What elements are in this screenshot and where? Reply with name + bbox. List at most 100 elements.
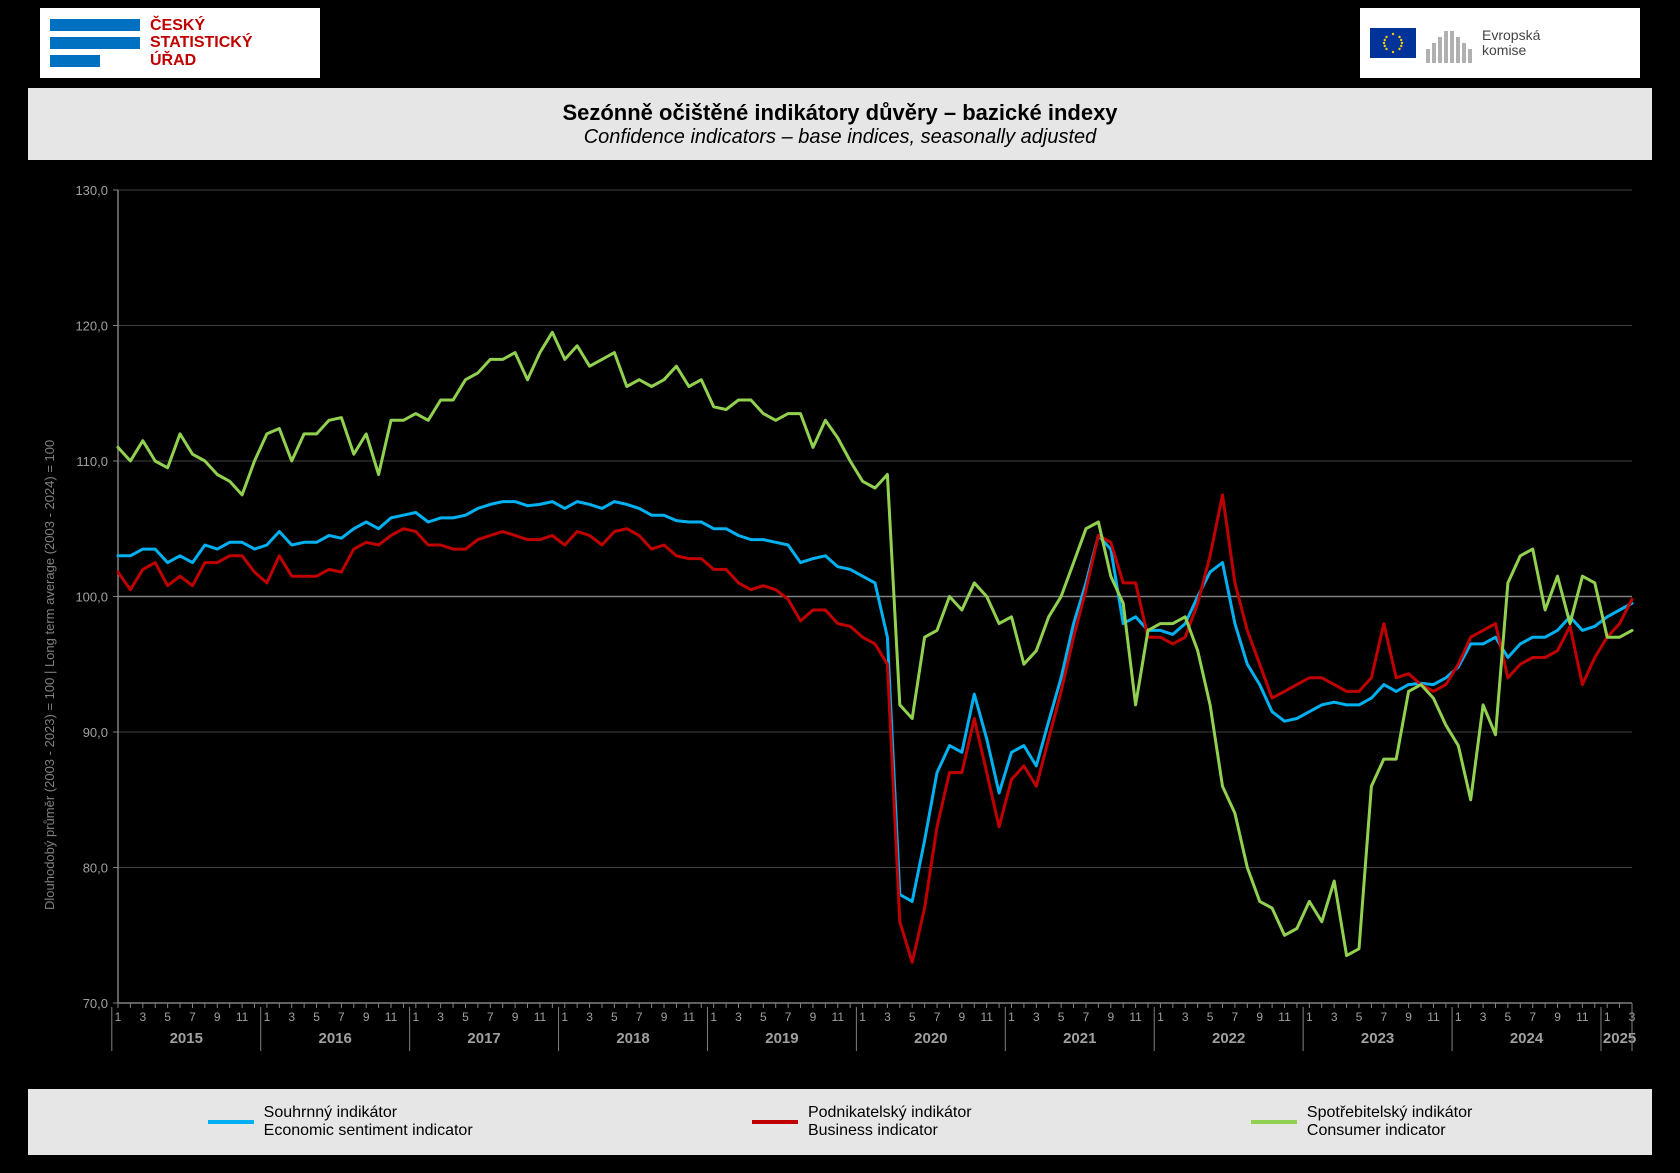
svg-text:1: 1: [412, 1010, 419, 1024]
svg-text:7: 7: [934, 1010, 941, 1024]
eu-flag-icon: [1370, 28, 1416, 58]
svg-text:7: 7: [189, 1010, 196, 1024]
svg-text:9: 9: [1554, 1010, 1561, 1024]
svg-text:11: 11: [980, 1010, 993, 1024]
svg-text:2024: 2024: [1510, 1030, 1544, 1047]
svg-text:5: 5: [909, 1010, 916, 1024]
svg-text:2016: 2016: [318, 1030, 351, 1047]
svg-text:9: 9: [1405, 1010, 1412, 1024]
svg-text:11: 11: [1278, 1010, 1291, 1024]
svg-text:1: 1: [1306, 1010, 1313, 1024]
svg-text:11: 11: [385, 1010, 398, 1024]
svg-text:110,0: 110,0: [76, 454, 108, 469]
ec-logo: Evropská komise: [1360, 8, 1640, 78]
svg-text:5: 5: [611, 1010, 618, 1024]
svg-text:9: 9: [959, 1010, 966, 1024]
legend-swatch-economic: [208, 1120, 254, 1124]
svg-text:3: 3: [1331, 1010, 1338, 1024]
svg-text:2021: 2021: [1063, 1030, 1096, 1047]
ec-logo-line2: komise: [1482, 43, 1540, 58]
svg-text:9: 9: [810, 1010, 817, 1024]
svg-text:11: 11: [1129, 1010, 1142, 1024]
czso-logo-line3: ÚŘAD: [150, 52, 253, 70]
svg-text:9: 9: [363, 1010, 370, 1024]
svg-text:80,0: 80,0: [83, 861, 108, 876]
svg-text:5: 5: [164, 1010, 171, 1024]
czso-logo: ČESKÝ STATISTICKÝ ÚŘAD: [40, 8, 320, 78]
svg-text:1: 1: [1455, 1010, 1462, 1024]
svg-text:5: 5: [313, 1010, 320, 1024]
svg-text:7: 7: [1529, 1010, 1536, 1024]
svg-text:7: 7: [1232, 1010, 1239, 1024]
svg-text:11: 11: [236, 1010, 249, 1024]
czso-logo-text: ČESKÝ STATISTICKÝ ÚŘAD: [150, 17, 253, 70]
czso-logo-line2: STATISTICKÝ: [150, 34, 253, 52]
svg-text:7: 7: [1380, 1010, 1387, 1024]
svg-text:5: 5: [760, 1010, 767, 1024]
ec-logo-line1: Evropská: [1482, 28, 1540, 43]
svg-text:5: 5: [1207, 1010, 1214, 1024]
legend-swatch-consumer: [1251, 1120, 1297, 1124]
svg-text:7: 7: [338, 1010, 345, 1024]
svg-text:1: 1: [1157, 1010, 1164, 1024]
svg-text:11: 11: [683, 1010, 696, 1024]
svg-text:3: 3: [1182, 1010, 1189, 1024]
ec-bars-icon: [1426, 23, 1472, 63]
svg-text:100,0: 100,0: [75, 590, 108, 605]
svg-text:1: 1: [710, 1010, 717, 1024]
legend-cs-1: Podnikatelský indikátor: [808, 1104, 972, 1122]
legend-cs-2: Spotřebitelský indikátor: [1307, 1104, 1472, 1122]
svg-text:1: 1: [115, 1010, 122, 1024]
czso-logo-bars: [50, 19, 140, 67]
svg-text:3: 3: [437, 1010, 444, 1024]
legend-text-economic: Souhrnný indikátor Economic sentiment in…: [264, 1104, 473, 1141]
svg-text:1: 1: [1604, 1010, 1611, 1024]
svg-text:11: 11: [534, 1010, 547, 1024]
y-axis-label: Dlouhodobý průměr (2003 - 2023) = 100 | …: [42, 440, 57, 910]
svg-text:3: 3: [586, 1010, 593, 1024]
legend-text-business: Podnikatelský indikátor Business indicat…: [808, 1104, 972, 1141]
svg-text:3: 3: [884, 1010, 891, 1024]
svg-text:1: 1: [859, 1010, 866, 1024]
svg-text:3: 3: [1033, 1010, 1040, 1024]
svg-text:2015: 2015: [170, 1030, 203, 1047]
legend-item-economic: Souhrnný indikátor Economic sentiment in…: [208, 1104, 473, 1141]
svg-text:5: 5: [1058, 1010, 1065, 1024]
svg-text:9: 9: [1107, 1010, 1114, 1024]
svg-text:7: 7: [487, 1010, 494, 1024]
svg-text:5: 5: [1356, 1010, 1363, 1024]
legend-swatch-business: [752, 1120, 798, 1124]
svg-text:3: 3: [139, 1010, 146, 1024]
svg-text:130,0: 130,0: [75, 183, 108, 198]
legend-en-0: Economic sentiment indicator: [264, 1122, 473, 1140]
svg-text:2023: 2023: [1361, 1030, 1394, 1047]
svg-text:11: 11: [1427, 1010, 1440, 1024]
svg-text:90,0: 90,0: [83, 725, 108, 740]
svg-text:2018: 2018: [616, 1030, 649, 1047]
svg-text:9: 9: [1256, 1010, 1263, 1024]
svg-text:2017: 2017: [467, 1030, 500, 1047]
chart-area: 70,080,090,0100,0110,0120,0130,013579112…: [28, 170, 1652, 1073]
svg-text:2022: 2022: [1212, 1030, 1245, 1047]
legend-item-consumer: Spotřebitelský indikátor Consumer indica…: [1251, 1104, 1472, 1141]
chart-title: Sezónně očištěné indikátory důvěry – baz…: [562, 100, 1117, 126]
svg-text:1: 1: [561, 1010, 568, 1024]
chart-title-box: Sezónně očištěné indikátory důvěry – baz…: [28, 88, 1652, 160]
svg-text:9: 9: [661, 1010, 668, 1024]
svg-text:2019: 2019: [765, 1030, 798, 1047]
svg-text:1: 1: [264, 1010, 271, 1024]
svg-text:120,0: 120,0: [75, 319, 108, 334]
svg-text:70,0: 70,0: [83, 996, 108, 1011]
svg-text:7: 7: [636, 1010, 643, 1024]
svg-text:2025: 2025: [1603, 1030, 1636, 1047]
svg-text:5: 5: [1505, 1010, 1512, 1024]
legend-box: Souhrnný indikátor Economic sentiment in…: [28, 1089, 1652, 1155]
svg-text:3: 3: [1480, 1010, 1487, 1024]
svg-text:9: 9: [214, 1010, 221, 1024]
svg-text:2020: 2020: [914, 1030, 947, 1047]
legend-en-2: Consumer indicator: [1307, 1122, 1472, 1140]
svg-text:7: 7: [1083, 1010, 1090, 1024]
legend-item-business: Podnikatelský indikátor Business indicat…: [752, 1104, 972, 1141]
legend-text-consumer: Spotřebitelský indikátor Consumer indica…: [1307, 1104, 1472, 1141]
line-chart: 70,080,090,0100,0110,0120,0130,013579112…: [28, 170, 1652, 1073]
